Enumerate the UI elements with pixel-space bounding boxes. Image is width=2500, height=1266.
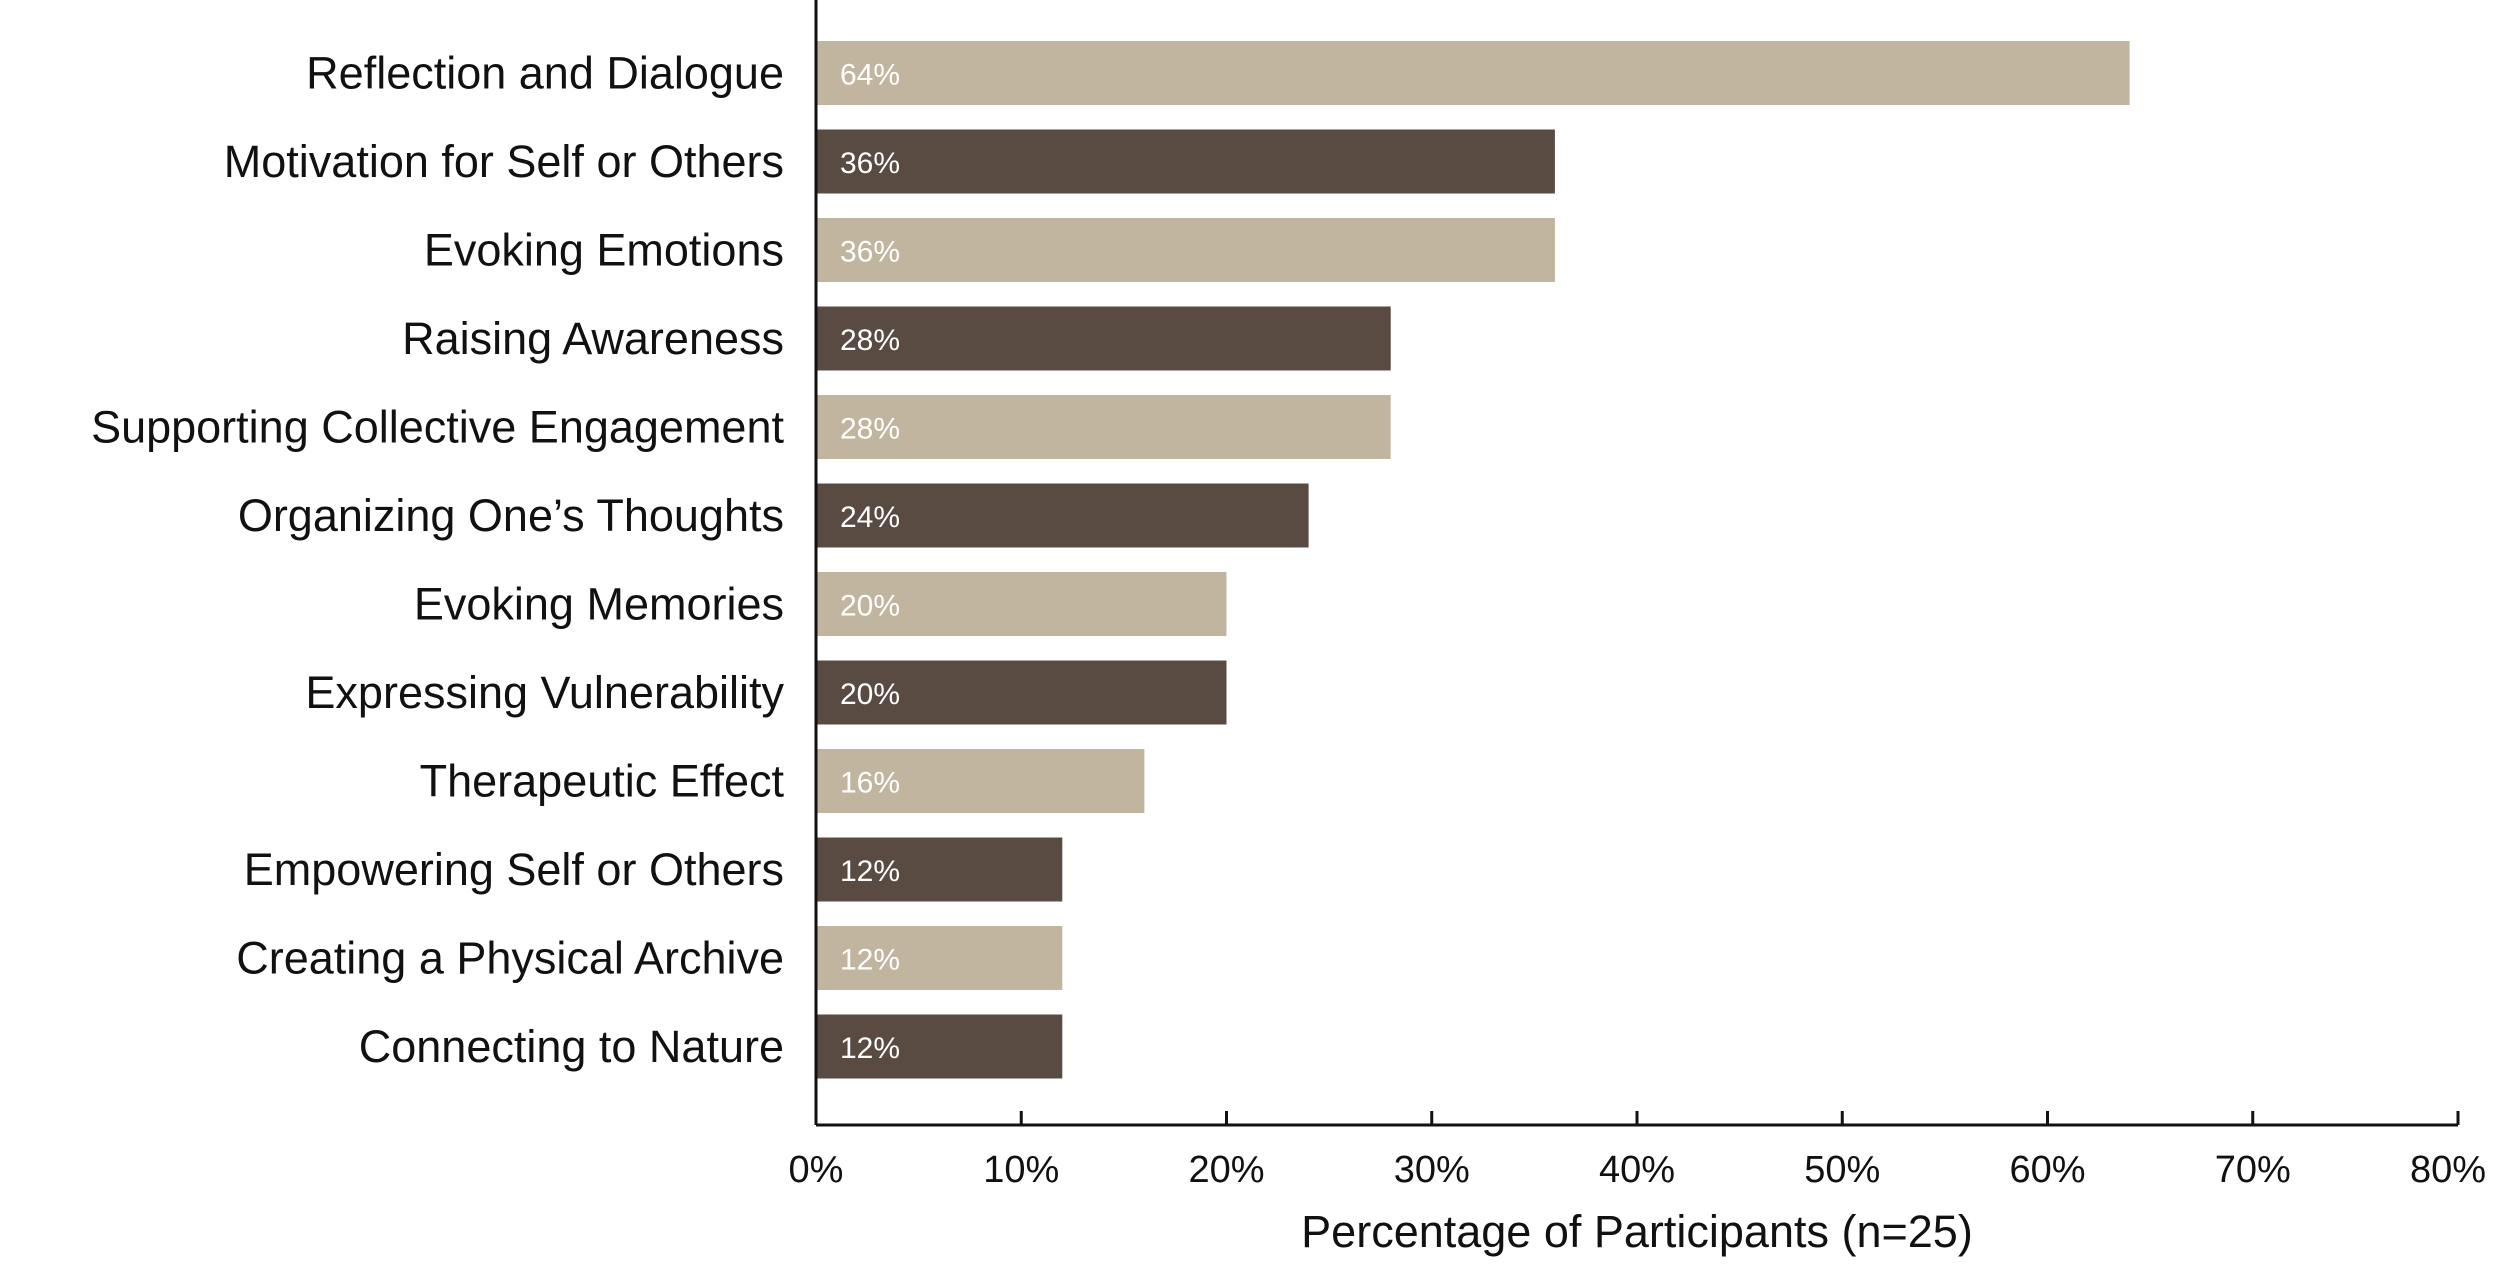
bar	[816, 218, 1555, 282]
bar	[816, 749, 1145, 813]
data-label: 28%	[840, 413, 900, 446]
category-label: Empowering Self or Others	[244, 844, 784, 895]
bar	[816, 1014, 1063, 1079]
category-label: Organizing One’s Thoughts	[238, 490, 784, 541]
data-labels: 64% 36% 36% 28% 28% 24% 20% 20% 16% 12% 12% 12%	[840, 59, 900, 1066]
x-tick-label: 10%	[983, 1149, 1059, 1191]
bar	[816, 837, 1063, 902]
category-label: Connecting to Nature	[359, 1021, 784, 1072]
data-label: 64%	[840, 59, 900, 92]
category-label: Raising Awareness	[402, 313, 784, 364]
x-axis-title: Percentage of Participants (n=25)	[1301, 1206, 1973, 1257]
data-label: 20%	[840, 678, 900, 711]
category-label: Creating a Physical Archive	[236, 933, 784, 984]
x-tick-label: 40%	[1599, 1149, 1675, 1191]
data-label: 12%	[840, 944, 900, 977]
category-label: Reflection and Dialogue	[306, 48, 784, 99]
data-label: 16%	[840, 767, 900, 800]
bars	[816, 41, 2130, 1079]
x-tick-label: 50%	[1804, 1149, 1880, 1191]
bar	[816, 395, 1391, 459]
data-label: 36%	[840, 236, 900, 269]
category-label: Evoking Memories	[414, 579, 784, 630]
data-label: 24%	[840, 501, 900, 534]
bar	[816, 572, 1227, 636]
category-label: Motivation for Self or Others	[224, 136, 784, 187]
x-tick-label: 70%	[2215, 1149, 2291, 1191]
x-tick-label: 20%	[1188, 1149, 1264, 1191]
category-label: Evoking Emotions	[424, 225, 784, 276]
bar	[816, 660, 1227, 725]
data-label: 12%	[840, 855, 900, 888]
x-tick-label: 60%	[2009, 1149, 2085, 1191]
category-label: Expressing Vulnerability	[305, 667, 784, 718]
category-labels: Reflection and Dialogue Motivation for Se…	[91, 48, 784, 1073]
category-label: Supporting Collective Engagement	[91, 402, 784, 453]
x-axis-ticks: 0% 10% 20% 30% 40% 50% 60% 70% 80%	[789, 1111, 2486, 1191]
data-label: 28%	[840, 324, 900, 357]
bar	[816, 306, 1391, 371]
data-label: 12%	[840, 1032, 900, 1065]
bar	[816, 41, 2130, 105]
bar	[816, 129, 1555, 194]
data-label: 36%	[840, 147, 900, 180]
category-label: Therapeutic Effect	[420, 756, 785, 807]
x-tick-label: 0%	[789, 1149, 844, 1191]
x-tick-label: 80%	[2410, 1149, 2486, 1191]
bar	[816, 483, 1309, 548]
x-tick-label: 30%	[1394, 1149, 1470, 1191]
data-label: 20%	[840, 590, 900, 623]
bar	[816, 926, 1063, 990]
